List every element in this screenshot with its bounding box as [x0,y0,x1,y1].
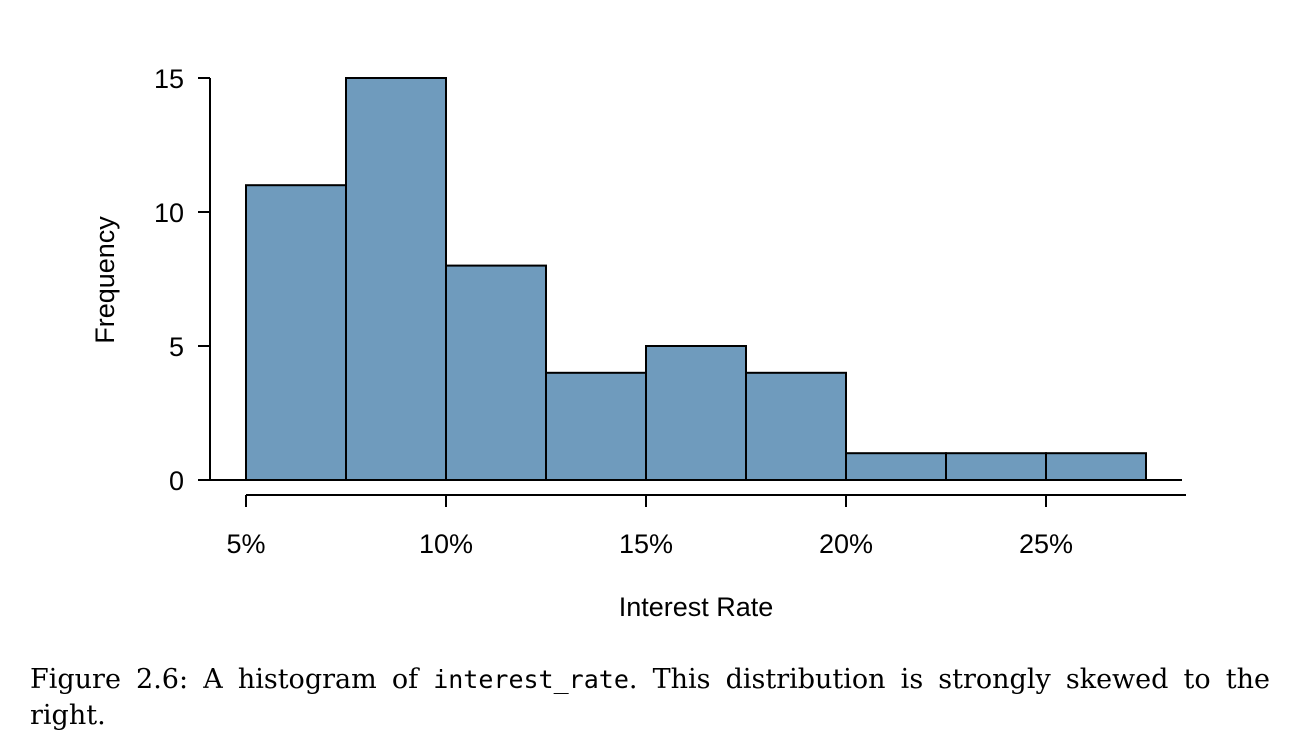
y-ticks-group: 0 5 10 15 [154,64,210,496]
x-tick-label: 10% [419,529,473,559]
histogram-bar [445,264,547,481]
x-ticks-group: 5% 10% 15% 20% 25% [226,495,1073,559]
caption-suffix: . This distribution is strongly skewed t… [30,664,1270,731]
histogram-bar [945,452,1047,482]
x-tick-label: 20% [819,529,873,559]
figure-caption: Figure 2.6: A histogram of interest_rate… [30,662,1270,734]
histogram-bar [645,345,747,481]
bars-group [245,77,1147,482]
y-tick-label: 15 [154,64,184,94]
histogram-bar [245,184,347,481]
x-tick-label: 25% [1019,529,1073,559]
y-tick-label: 5 [169,332,184,362]
histogram-bar [845,452,947,482]
histogram-bar [1045,452,1147,482]
x-tick-label: 15% [619,529,673,559]
y-tick-label: 10 [154,198,184,228]
histogram-bar [745,371,847,481]
histogram-bar [345,77,447,481]
caption-code: interest_rate [433,665,629,694]
x-tick-label: 5% [226,529,265,559]
histogram-bar [545,371,647,481]
y-axis-label: Frequency [90,216,120,344]
x-axis-label: Interest Rate [619,592,774,622]
histogram-chart: 0 5 10 15 5% 10% 15% 20% 25% Interest Rate Freq… [90,64,1186,622]
y-tick-label: 0 [169,466,184,496]
caption-prefix: Figure 2.6: A histogram of [30,664,434,695]
